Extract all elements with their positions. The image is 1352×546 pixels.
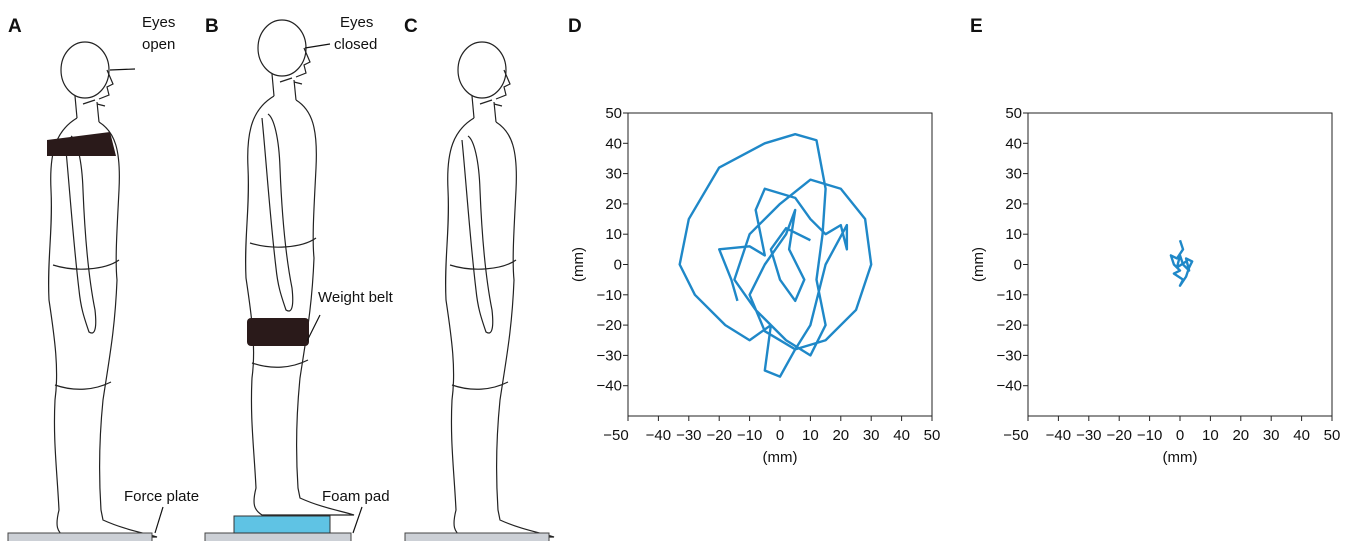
y-tick-label: 50 [605, 105, 622, 122]
annotation: Weight belt [318, 289, 394, 306]
x-tick-label: −50 [1003, 427, 1028, 444]
trajectory [680, 134, 872, 376]
y-tick-label: −30 [597, 347, 622, 364]
x-tick-label: 30 [863, 427, 880, 444]
panel-label: C [404, 16, 418, 37]
y-axis-label: (mm) [570, 247, 587, 282]
y-tick-label: −30 [997, 347, 1022, 364]
force-plate [8, 533, 152, 541]
panel-label: A [8, 16, 22, 37]
trajectory [1171, 240, 1192, 285]
y-tick-label: 40 [1005, 135, 1022, 152]
x-tick-label: −30 [1076, 427, 1101, 444]
annotation: Foam pad [322, 488, 390, 505]
x-tick-label: −40 [1046, 427, 1071, 444]
x-tick-label: −20 [706, 427, 731, 444]
y-tick-label: −20 [597, 317, 622, 334]
illustrations: A B C D E Eyes open Eyes closed Weight b… [8, 14, 983, 541]
annotation: Eyes [142, 14, 175, 31]
y-tick-label: −20 [997, 317, 1022, 334]
y-tick-label: −40 [597, 378, 622, 395]
person [446, 42, 554, 537]
y-tick-label: 30 [1005, 166, 1022, 183]
foam-pad [234, 516, 330, 533]
y-tick-label: 50 [1005, 105, 1022, 122]
x-tick-label: −40 [646, 427, 671, 444]
force-plate [205, 533, 351, 541]
y-tick-label: 0 [1014, 257, 1022, 274]
x-tick-label: 20 [1232, 427, 1249, 444]
x-tick-label: 0 [776, 427, 784, 444]
panel-label: B [205, 16, 219, 37]
y-tick-label: 40 [605, 135, 622, 152]
x-axis-label: (mm) [763, 449, 798, 466]
x-tick-label: 0 [1176, 427, 1184, 444]
y-tick-label: 30 [605, 166, 622, 183]
x-tick-label: 20 [832, 427, 849, 444]
plot-frame [628, 113, 932, 416]
x-tick-label: −10 [737, 427, 762, 444]
x-tick-label: 10 [802, 427, 819, 444]
y-axis-label: (mm) [970, 247, 987, 282]
x-tick-label: 40 [1293, 427, 1310, 444]
weight-belt [247, 318, 309, 346]
y-tick-label: 10 [1005, 226, 1022, 243]
shoulder-band [47, 132, 116, 156]
person [246, 20, 354, 515]
x-tick-label: 30 [1263, 427, 1280, 444]
x-tick-label: −20 [1106, 427, 1131, 444]
x-tick-label: −10 [1137, 427, 1162, 444]
x-tick-label: −50 [603, 427, 628, 444]
annotation: closed [334, 36, 377, 53]
x-tick-label: 40 [893, 427, 910, 444]
y-tick-label: 10 [605, 226, 622, 243]
panel-label: E [970, 16, 983, 37]
y-tick-label: −10 [997, 287, 1022, 304]
x-tick-label: −30 [676, 427, 701, 444]
x-axis-label: (mm) [1163, 449, 1198, 466]
y-tick-label: −40 [997, 378, 1022, 395]
x-tick-label: 10 [1202, 427, 1219, 444]
annotation: Force plate [124, 488, 199, 505]
y-tick-label: 20 [1005, 196, 1022, 213]
annotation: Eyes [340, 14, 373, 31]
figure: A B C D E Eyes open Eyes closed Weight b… [0, 0, 1352, 541]
y-tick-label: −10 [597, 287, 622, 304]
panel-label: D [568, 16, 582, 37]
annotation: open [142, 36, 175, 53]
y-tick-label: 20 [605, 196, 622, 213]
x-tick-label: 50 [1324, 427, 1341, 444]
x-tick-label: 50 [924, 427, 941, 444]
person [49, 42, 157, 537]
y-tick-label: 0 [614, 257, 622, 274]
force-plate [405, 533, 549, 541]
